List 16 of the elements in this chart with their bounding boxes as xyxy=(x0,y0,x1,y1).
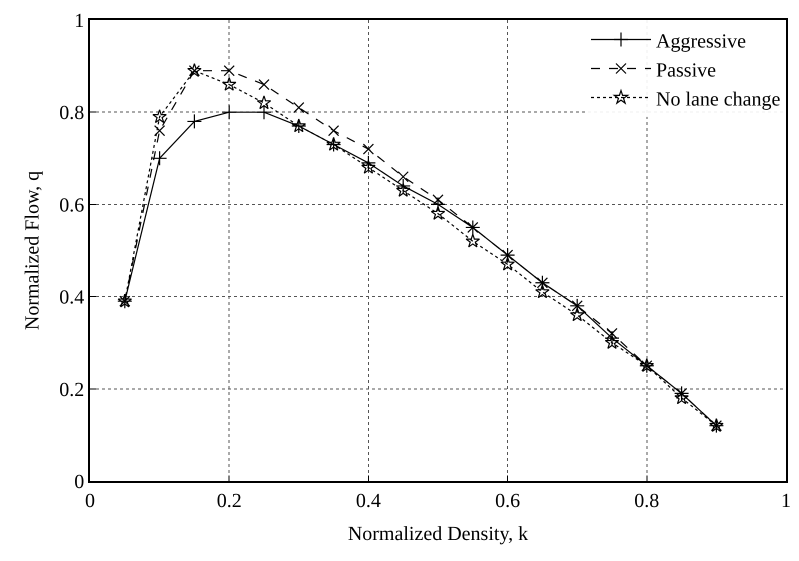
x-tick-label: 0.6 xyxy=(495,490,520,512)
y-tick-label: 0.2 xyxy=(59,378,84,401)
y-axis-title: Normalized Flow, q xyxy=(21,170,44,330)
legend-label: Aggressive xyxy=(656,30,746,52)
x-axis-title: Normalized Density, k xyxy=(348,522,528,545)
y-tick-label: 0.8 xyxy=(59,102,84,124)
y-tick-label: 1 xyxy=(74,10,84,32)
legend-label: No lane change xyxy=(656,88,781,110)
x-tick-label: 0.8 xyxy=(634,490,660,512)
legend-label: Passive xyxy=(656,59,716,82)
x-tick-label: 0.4 xyxy=(356,490,381,512)
y-tick-label: 0.4 xyxy=(59,286,84,309)
y-tick-label: 0.6 xyxy=(59,194,84,216)
x-tick-label: 0.2 xyxy=(216,490,242,512)
x-tick-label: 1 xyxy=(781,490,791,512)
y-tick-label: 0 xyxy=(74,471,84,493)
